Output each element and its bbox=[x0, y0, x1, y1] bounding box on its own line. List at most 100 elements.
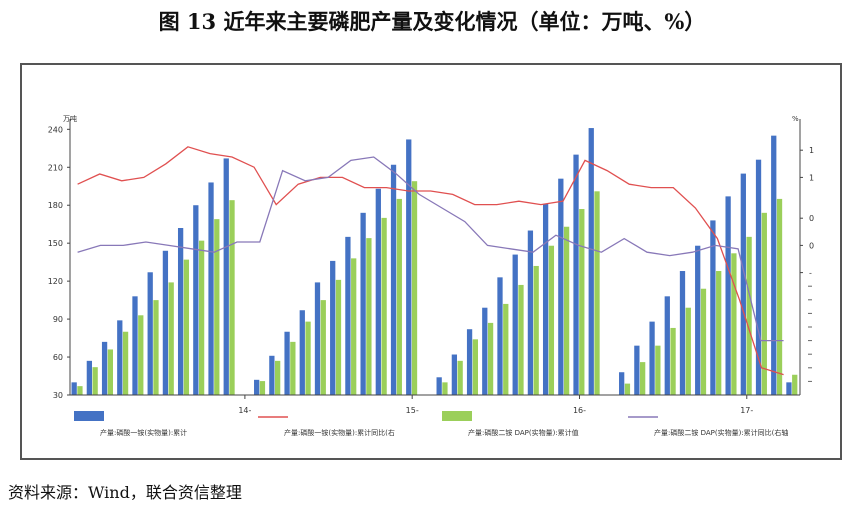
bar-map-cumulative bbox=[254, 379, 260, 395]
bar-map-cumulative bbox=[390, 164, 397, 395]
bar-map-cumulative bbox=[740, 173, 746, 395]
bar-map-cumulative bbox=[664, 296, 670, 395]
bar-dap-cumulative bbox=[716, 271, 722, 395]
bar-dap-cumulative bbox=[655, 345, 661, 395]
bar-dap-cumulative bbox=[335, 279, 342, 395]
bar-dap-cumulative bbox=[548, 245, 555, 395]
legend-map-cumulative-label: 产量:磷酸一铵(实物量):累计 bbox=[100, 428, 187, 437]
bar-dap-cumulative bbox=[700, 288, 707, 395]
bar-dap-cumulative bbox=[761, 212, 767, 395]
bar-map-cumulative bbox=[284, 331, 290, 395]
left-unit-label: 万吨 bbox=[63, 114, 77, 123]
x-tick-label: 17- bbox=[740, 406, 753, 415]
axes-layer: 万吨 % 240 210 180 150 120 90 60 30 1 1 0 0 - 14- 15- 16- 17… bbox=[48, 114, 814, 415]
bar-map-cumulative bbox=[725, 196, 731, 395]
bar-map-cumulative bbox=[406, 139, 412, 395]
left-tick-label: 150 bbox=[48, 239, 63, 248]
right-tick-label: 0 bbox=[809, 241, 814, 250]
bar-map-cumulative bbox=[512, 254, 518, 395]
bar-dap-cumulative bbox=[107, 349, 113, 395]
bar-dap-cumulative bbox=[457, 360, 463, 395]
bar-map-cumulative bbox=[619, 372, 625, 395]
bar-dap-cumulative bbox=[92, 367, 98, 395]
right-tick-label: - bbox=[809, 269, 812, 278]
bar-map-cumulative bbox=[558, 178, 564, 395]
bar-map-cumulative bbox=[588, 128, 594, 395]
legend-dap-cumulative-swatch bbox=[442, 411, 472, 421]
bar-dap-cumulative bbox=[579, 209, 585, 395]
bar-map-cumulative bbox=[695, 245, 701, 395]
bar-map-cumulative bbox=[162, 250, 169, 395]
bars-layer bbox=[71, 128, 798, 395]
bar-dap-cumulative bbox=[168, 282, 174, 395]
bar-dap-cumulative bbox=[290, 341, 296, 395]
right-unit-label: % bbox=[792, 115, 799, 123]
bar-map-cumulative bbox=[101, 341, 108, 395]
bar-dap-cumulative bbox=[77, 386, 83, 395]
bar-map-cumulative bbox=[771, 135, 777, 395]
bar-map-cumulative bbox=[634, 345, 640, 395]
bar-dap-cumulative bbox=[198, 240, 205, 395]
bar-map-cumulative bbox=[436, 377, 442, 395]
bar-map-cumulative bbox=[299, 310, 305, 395]
left-tick-label: 120 bbox=[48, 277, 63, 286]
bar-dap-cumulative bbox=[411, 181, 418, 395]
bar-dap-cumulative bbox=[351, 258, 357, 395]
bar-dap-cumulative bbox=[122, 331, 129, 395]
bar-dap-cumulative bbox=[472, 339, 478, 395]
bar-map-cumulative bbox=[147, 272, 153, 395]
bar-dap-cumulative bbox=[214, 219, 220, 395]
bar-dap-cumulative bbox=[518, 284, 524, 395]
right-tick-label: 1 bbox=[809, 173, 814, 182]
bar-dap-cumulative bbox=[442, 382, 448, 395]
bar-dap-cumulative bbox=[381, 217, 387, 395]
bar-map-cumulative bbox=[269, 355, 275, 395]
legend: 产量:磷酸一铵(实物量):累计 产量:磷酸一铵(实物量):累计同比(右 产量:磷酸二… bbox=[74, 411, 788, 437]
bar-dap-cumulative bbox=[396, 198, 402, 395]
bar-map-cumulative bbox=[314, 282, 321, 395]
bar-map-cumulative bbox=[360, 212, 366, 395]
bar-map-cumulative bbox=[649, 321, 655, 395]
x-tick-label: 16- bbox=[573, 406, 586, 415]
bar-dap-cumulative bbox=[183, 259, 190, 395]
bar-dap-cumulative bbox=[792, 374, 798, 395]
bar-dap-cumulative bbox=[624, 383, 631, 395]
bar-map-cumulative bbox=[375, 188, 381, 395]
legend-dap-yoy-label: 产量:磷酸二铵 DAP(实物量):累计同比(右轴 bbox=[654, 428, 788, 437]
left-tick-label: 210 bbox=[48, 163, 63, 172]
bar-map-cumulative bbox=[177, 228, 184, 395]
bar-dap-cumulative bbox=[487, 322, 494, 395]
chart-title: 图 13 近年来主要磷肥产量及变化情况（单位：万吨、%） bbox=[158, 9, 706, 34]
bar-dap-cumulative bbox=[533, 265, 539, 395]
bar-map-cumulative bbox=[786, 382, 792, 395]
legend-dap-cumulative-label: 产量:磷酸二铵 DAP(实物量):累计值 bbox=[468, 428, 579, 437]
bar-map-cumulative bbox=[497, 277, 503, 395]
bar-map-cumulative bbox=[345, 236, 351, 395]
bar-map-cumulative bbox=[679, 271, 686, 395]
left-tick-label: 180 bbox=[48, 201, 63, 210]
left-tick-label: 90 bbox=[53, 315, 63, 324]
bar-dap-cumulative bbox=[153, 300, 159, 395]
source-note: 资料来源：Wind，联合资信整理 bbox=[8, 483, 242, 502]
left-tick-label: 240 bbox=[48, 125, 63, 134]
bar-dap-cumulative bbox=[731, 253, 737, 395]
bar-dap-cumulative bbox=[776, 198, 783, 395]
bar-map-cumulative bbox=[330, 260, 336, 395]
lines-layer bbox=[77, 146, 784, 376]
left-tick-label: 30 bbox=[53, 391, 63, 400]
left-tick-label: 60 bbox=[53, 353, 63, 362]
bar-dap-cumulative bbox=[594, 191, 600, 395]
chart-svg: 万吨 % 240 210 180 150 120 90 60 30 1 1 0 0 - 14- 15- 16- 17… bbox=[48, 114, 814, 437]
line-dap-yoy bbox=[77, 156, 784, 342]
bar-dap-cumulative bbox=[563, 226, 570, 395]
bar-dap-cumulative bbox=[305, 321, 311, 395]
bar-map-cumulative bbox=[542, 203, 549, 395]
bar-map-cumulative bbox=[466, 329, 473, 395]
bar-map-cumulative bbox=[71, 382, 77, 395]
bar-dap-cumulative bbox=[503, 303, 509, 395]
bar-dap-cumulative bbox=[259, 381, 266, 395]
bar-map-cumulative bbox=[451, 354, 458, 395]
bar-map-cumulative bbox=[755, 159, 762, 395]
chart-frame: 万吨% 240 210 180 150 120 90 60 30 1 1 0 0 - 14- 15- 16- 17… bbox=[20, 63, 842, 460]
bar-dap-cumulative bbox=[670, 327, 676, 395]
